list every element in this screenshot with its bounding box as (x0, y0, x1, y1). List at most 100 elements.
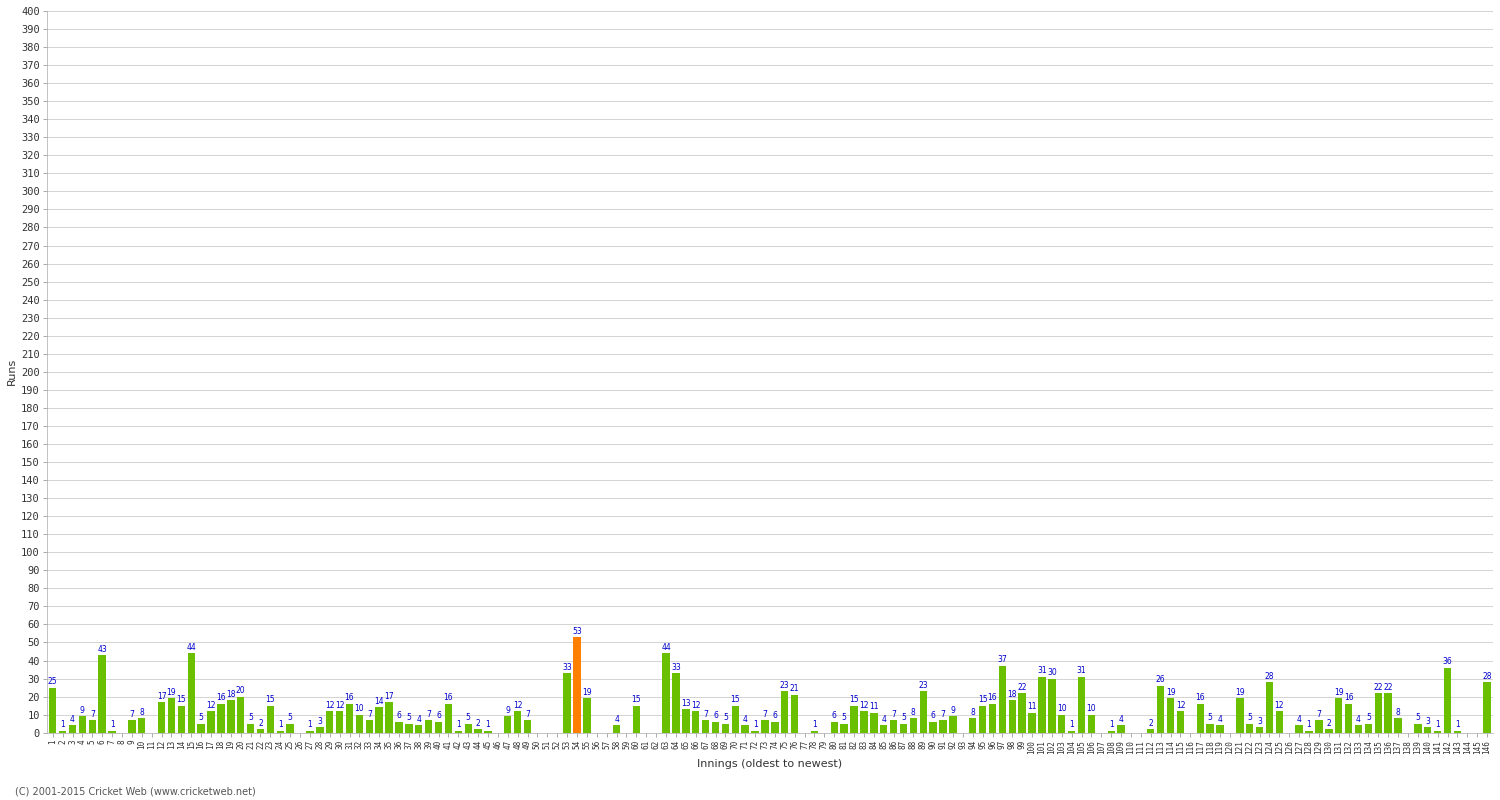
Bar (416, 726, 423, 733)
Bar (1266, 682, 1274, 733)
Text: 1: 1 (1436, 721, 1440, 730)
Bar (69, 726, 76, 733)
Bar (762, 720, 768, 733)
Text: 5: 5 (406, 714, 411, 722)
Text: 2: 2 (258, 718, 262, 728)
Bar (1454, 731, 1461, 733)
Text: 7: 7 (368, 710, 372, 718)
Bar (88, 720, 96, 733)
Text: 8: 8 (140, 708, 144, 717)
Text: 15: 15 (177, 695, 186, 704)
Text: 11: 11 (868, 702, 879, 711)
Text: 5: 5 (466, 714, 471, 722)
Bar (1324, 729, 1332, 733)
Text: 7: 7 (891, 710, 896, 718)
Text: 15: 15 (266, 695, 274, 704)
Bar (504, 717, 512, 733)
Text: 22: 22 (1374, 682, 1383, 691)
Text: 1: 1 (60, 721, 64, 730)
Bar (564, 673, 572, 733)
Text: 2: 2 (1149, 718, 1154, 728)
Text: 19: 19 (1166, 688, 1176, 697)
Text: (C) 2001-2015 Cricket Web (www.cricketweb.net): (C) 2001-2015 Cricket Web (www.cricketwe… (15, 786, 255, 796)
Text: 1: 1 (486, 721, 490, 730)
Text: 44: 44 (662, 643, 670, 652)
Bar (217, 704, 225, 733)
Bar (188, 654, 195, 733)
Text: 12: 12 (692, 701, 700, 710)
Text: 4: 4 (1218, 715, 1222, 724)
Text: 10: 10 (1086, 704, 1096, 713)
Text: 12: 12 (1275, 701, 1284, 710)
Bar (870, 713, 877, 733)
Bar (920, 691, 927, 733)
Text: 16: 16 (345, 694, 354, 702)
Bar (1256, 727, 1263, 733)
Text: 22: 22 (1017, 682, 1028, 691)
Bar (584, 698, 591, 733)
Text: 22: 22 (1383, 682, 1394, 691)
Bar (969, 718, 976, 733)
Text: 1: 1 (1108, 721, 1113, 730)
Text: 6: 6 (930, 711, 936, 721)
Text: 7: 7 (940, 710, 945, 718)
Bar (1484, 682, 1491, 733)
Bar (465, 724, 472, 733)
Text: 5: 5 (902, 714, 906, 722)
Bar (790, 694, 798, 733)
Text: 20: 20 (236, 686, 246, 695)
Text: 21: 21 (790, 684, 800, 694)
Text: 15: 15 (978, 695, 987, 704)
Text: 36: 36 (1443, 658, 1452, 666)
Text: 5: 5 (1366, 714, 1371, 722)
Bar (573, 637, 580, 733)
Bar (198, 724, 206, 733)
Text: 5: 5 (1416, 714, 1420, 722)
Text: 5: 5 (288, 714, 292, 722)
Bar (890, 720, 897, 733)
Bar (930, 722, 938, 733)
Bar (316, 727, 324, 733)
Text: 9: 9 (506, 706, 510, 715)
Bar (1107, 731, 1114, 733)
Text: 18: 18 (1008, 690, 1017, 698)
Bar (226, 700, 234, 733)
Text: 10: 10 (354, 704, 364, 713)
Text: 12: 12 (326, 701, 334, 710)
Bar (732, 706, 740, 733)
Text: 19: 19 (166, 688, 177, 697)
Text: 14: 14 (375, 697, 384, 706)
Bar (831, 722, 839, 733)
Text: 5: 5 (842, 714, 846, 722)
Bar (1167, 698, 1174, 733)
Bar (276, 731, 284, 733)
Text: 3: 3 (1257, 717, 1262, 726)
Bar (177, 706, 184, 733)
Text: 4: 4 (742, 715, 747, 724)
Text: 7: 7 (426, 710, 430, 718)
X-axis label: Innings (oldest to newest): Innings (oldest to newest) (698, 759, 843, 769)
Bar (722, 724, 729, 733)
Bar (524, 720, 531, 733)
Bar (1335, 698, 1342, 733)
Bar (909, 718, 916, 733)
Bar (267, 706, 274, 733)
Bar (138, 718, 146, 733)
Text: 19: 19 (1234, 688, 1245, 697)
Bar (950, 717, 957, 733)
Bar (346, 704, 352, 733)
Text: 4: 4 (1119, 715, 1124, 724)
Bar (1019, 693, 1026, 733)
Bar (999, 666, 1006, 733)
Bar (326, 711, 333, 733)
Bar (237, 697, 244, 733)
Text: 28: 28 (1264, 672, 1274, 681)
Text: 12: 12 (513, 701, 522, 710)
Text: 12: 12 (207, 701, 216, 710)
Bar (682, 710, 690, 733)
Text: 1: 1 (110, 721, 114, 730)
Text: 16: 16 (1196, 694, 1204, 702)
Bar (1395, 718, 1402, 733)
Text: 6: 6 (833, 711, 837, 721)
Bar (1088, 714, 1095, 733)
